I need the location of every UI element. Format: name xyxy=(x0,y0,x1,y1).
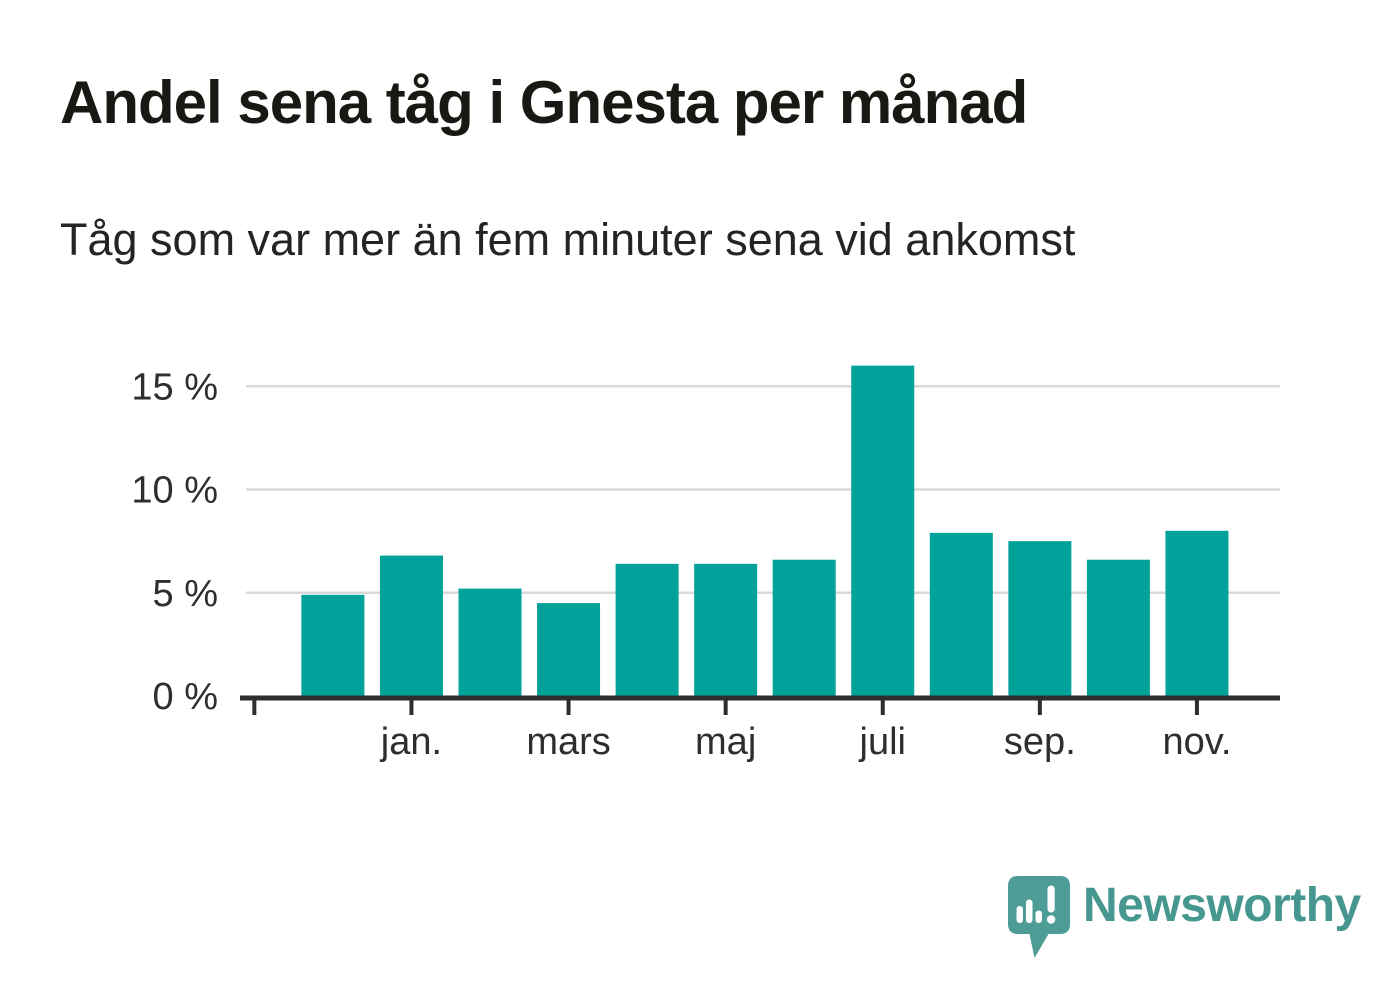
x-axis-label-juli: juli xyxy=(859,721,906,763)
bar-okt. xyxy=(1086,559,1150,696)
bar-aug. xyxy=(929,532,993,696)
logo-exclamation-dot xyxy=(1046,915,1056,924)
bar-sep. xyxy=(1008,541,1072,696)
bar-dec. xyxy=(301,594,365,696)
bar-jan. xyxy=(379,555,443,696)
newsworthy-logo-icon xyxy=(1008,876,1070,958)
bar-juli xyxy=(851,365,915,696)
x-axis-label-mars: mars xyxy=(526,721,610,763)
bar-mars xyxy=(537,603,601,696)
logo-mini-bar-2 xyxy=(1026,899,1033,923)
y-axis-label-0: 0 % xyxy=(153,676,218,718)
x-axis-label-nov: nov. xyxy=(1162,721,1231,763)
chart-title: Andel sena tåg i Gnesta per månad xyxy=(60,69,1028,136)
bar-nov. xyxy=(1165,530,1229,696)
bar-juni xyxy=(772,559,836,696)
y-axis-label-10: 10 % xyxy=(131,470,218,512)
chart-subtitle: Tåg som var mer än fem minuter sena vid … xyxy=(60,214,1076,265)
logo-mini-bar-1 xyxy=(1016,906,1023,923)
bar-feb. xyxy=(458,588,522,696)
x-axis-label-jan: jan. xyxy=(380,721,442,763)
x-axis-label-sep: sep. xyxy=(1004,721,1076,763)
y-axis-label-5: 5 % xyxy=(153,573,218,615)
x-axis-label-maj: maj xyxy=(695,721,756,763)
logo-exclamation-bar xyxy=(1047,885,1055,913)
logo-mini-bar-3 xyxy=(1035,910,1042,923)
brand-footer: Newsworthy xyxy=(1008,876,1361,962)
bar-apr. xyxy=(615,563,679,696)
brand-name: Newsworthy xyxy=(1083,879,1361,932)
bar-maj xyxy=(694,563,758,696)
y-axis-label-15: 15 % xyxy=(131,366,218,408)
bar-chart: 0 % 5 % 10 % 15 % jan. mars maj juli sep. nov. xyxy=(131,365,1280,763)
